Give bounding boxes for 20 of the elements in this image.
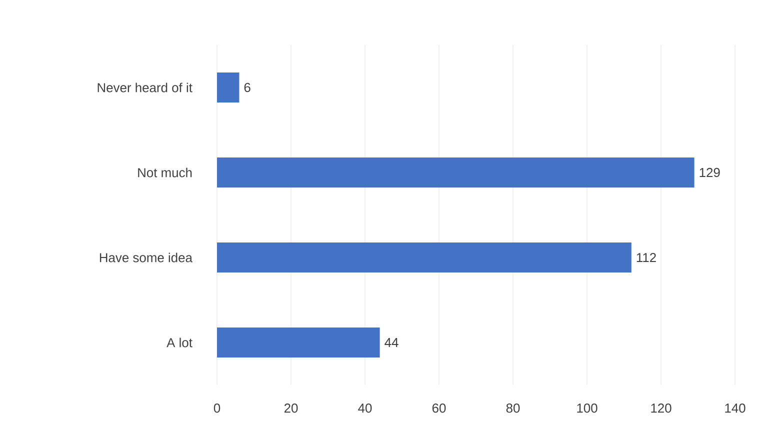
data-label: 112 [636, 252, 656, 262]
x-tick-label: 0 [214, 404, 220, 413]
x-tick-label: 100 [577, 404, 598, 413]
y-tick-label: A lot [166, 338, 192, 348]
data-label: 44 [384, 338, 398, 347]
x-tick-label: 120 [651, 404, 672, 413]
bar [217, 72, 240, 103]
bar [217, 242, 632, 273]
x-tick-label: 140 [725, 404, 746, 413]
bar [217, 328, 380, 358]
y-tick-label: Never heard of it [98, 82, 192, 92]
x-tick-label: 20 [284, 404, 298, 413]
bar [217, 158, 694, 188]
data-label: 6 [244, 82, 250, 92]
x-tick-label: 80 [506, 404, 520, 413]
y-tick-label: Not much [138, 168, 192, 178]
x-tick-label: 60 [432, 404, 446, 413]
y-tick-label: Have some idea [100, 252, 192, 262]
x-tick-label: 40 [358, 404, 372, 413]
data-label: 129 [700, 168, 720, 178]
